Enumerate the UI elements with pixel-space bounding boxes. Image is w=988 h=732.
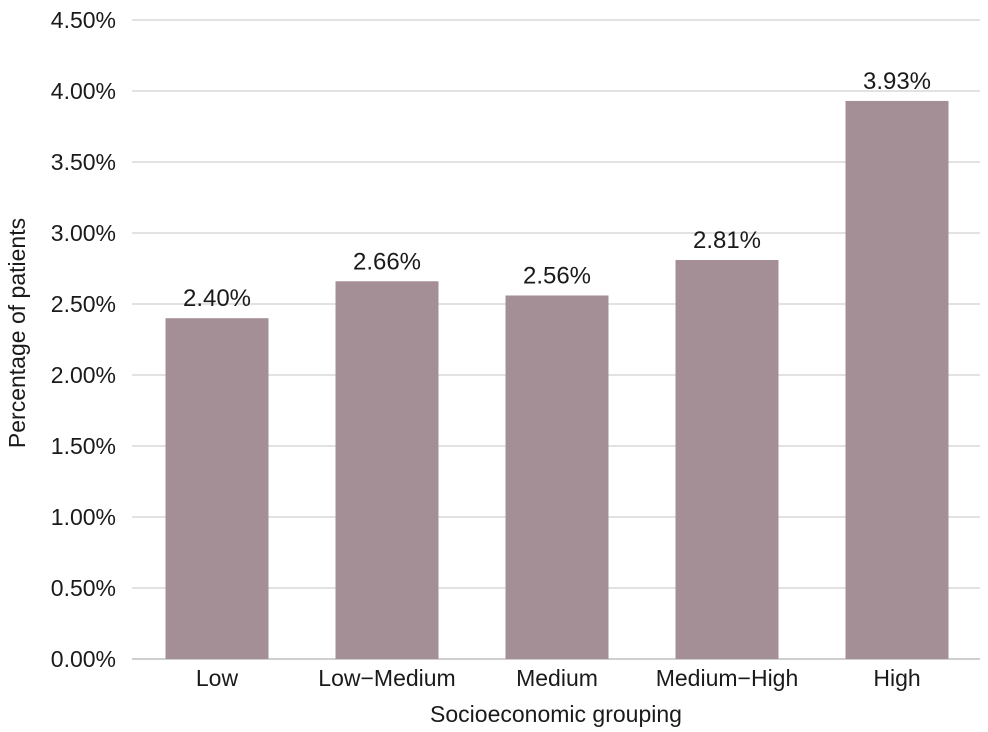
bar-value-label: 3.93% — [863, 68, 931, 95]
y-axis-ticks: 0.00% 0.50% 1.00% 1.50% 2.00% 2.50% 3.00% 3.50%… — [51, 7, 116, 672]
bar — [335, 281, 439, 659]
bar-value-label: 2.81% — [693, 227, 761, 254]
bar — [845, 100, 949, 659]
x-axis-categories: Low Low−Medium Medium Medium−High High — [196, 665, 921, 691]
bar-value-label: 2.66% — [353, 248, 421, 275]
bar — [505, 295, 609, 659]
bar — [165, 318, 269, 659]
bar-value-label: 2.40% — [183, 285, 251, 312]
y-tick-label: 3.00% — [51, 220, 116, 246]
x-tick-label: Low−Medium — [318, 665, 455, 691]
bar-value-label: 2.56% — [523, 262, 591, 289]
y-tick-label: 3.50% — [51, 149, 116, 175]
x-axis-title: Socioeconomic grouping — [430, 701, 682, 727]
y-tick-label: 4.50% — [51, 7, 116, 33]
y-axis-title: Percentage of patients — [4, 218, 30, 448]
bars — [165, 100, 949, 659]
bar — [675, 259, 779, 659]
x-tick-label: Medium−High — [656, 665, 799, 691]
y-tick-label: 1.50% — [51, 433, 116, 459]
y-tick-label: 4.00% — [51, 78, 116, 104]
y-tick-label: 1.00% — [51, 504, 116, 530]
x-tick-label: High — [873, 665, 920, 691]
y-tick-label: 0.00% — [51, 646, 116, 672]
y-tick-label: 0.50% — [51, 575, 116, 601]
x-tick-label: Medium — [516, 665, 598, 691]
x-tick-label: Low — [196, 665, 239, 691]
y-tick-label: 2.50% — [51, 291, 116, 317]
y-tick-label: 2.00% — [51, 362, 116, 388]
data-labels: 2.40% 2.66% 2.56% 2.81% 3.93% — [183, 68, 931, 312]
